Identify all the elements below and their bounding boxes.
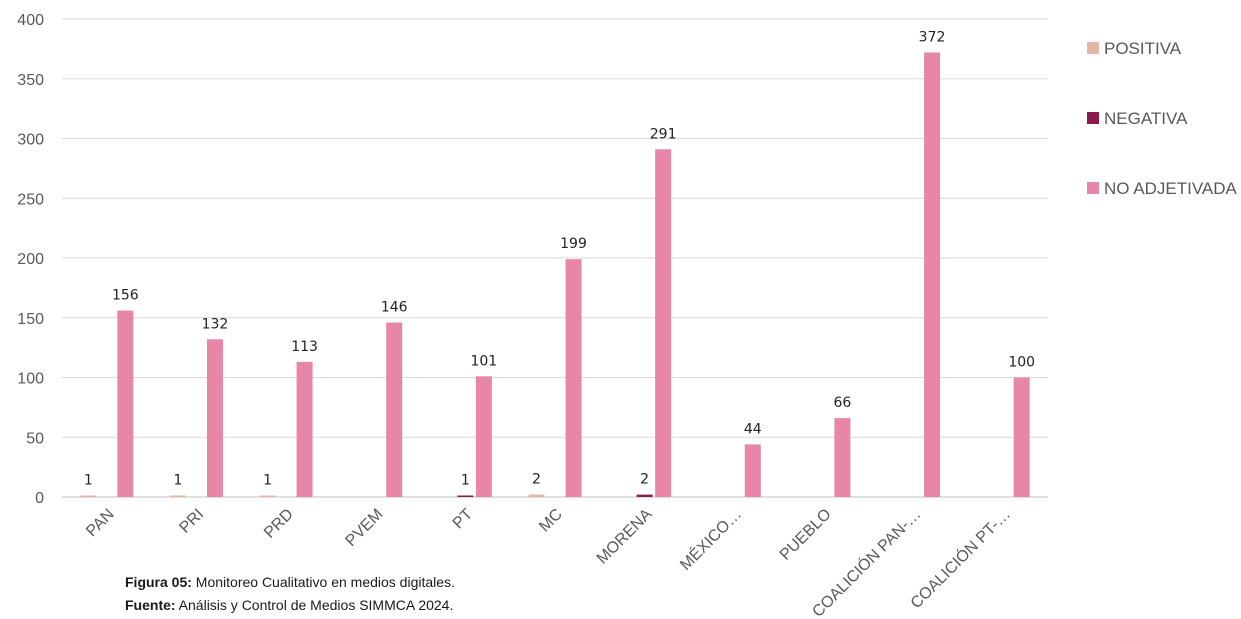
- data-label: 1: [263, 473, 272, 489]
- legend-swatch: [1087, 42, 1099, 54]
- data-label: 1: [173, 473, 182, 489]
- legend-swatch: [1087, 112, 1099, 124]
- source-text: Análisis y Control de Medios SIMMCA 2024…: [176, 597, 454, 613]
- data-label: 1: [461, 473, 470, 489]
- bar: [834, 418, 850, 497]
- data-label: 372: [919, 29, 946, 45]
- figure-caption: Figura 05: Monitoreo Cualitativo en medi…: [125, 574, 455, 590]
- y-tick-label: 300: [17, 132, 44, 149]
- bar: [117, 311, 133, 497]
- x-tick-label: PT: [450, 506, 477, 533]
- x-tick-label: MC: [536, 506, 566, 536]
- figure-label: Figura 05:: [125, 574, 192, 590]
- x-tick-label: MÉXICO…: [676, 504, 745, 573]
- x-tick-label: PUEBLO: [777, 506, 835, 564]
- data-label: 199: [560, 236, 587, 252]
- y-tick-label: 150: [17, 311, 44, 328]
- data-label: 1: [84, 473, 93, 489]
- data-label: 100: [1008, 355, 1035, 371]
- bar: [170, 496, 186, 498]
- data-label: 2: [640, 472, 649, 488]
- y-tick-label: 100: [17, 371, 44, 388]
- x-tick-label: PRI: [176, 506, 207, 537]
- legend-swatch: [1087, 182, 1099, 194]
- bar: [566, 259, 582, 497]
- bar: [386, 323, 402, 497]
- data-label: 291: [650, 126, 677, 142]
- x-tick-label: PVEM: [342, 506, 386, 550]
- data-label: 132: [202, 316, 229, 332]
- data-labels: 1 156 1 132 1 113 146 1 101 2 199 2 291 44 66 372 100: [84, 29, 1035, 488]
- y-tick-label: 400: [17, 12, 44, 29]
- bar: [924, 52, 940, 497]
- y-tick-label: 200: [17, 251, 44, 268]
- x-tick-label: PRD: [261, 506, 297, 542]
- source-caption: Fuente: Análisis y Control de Medios SIM…: [125, 597, 453, 613]
- bar: [457, 496, 473, 498]
- bar: [260, 496, 276, 498]
- bar: [529, 495, 545, 497]
- legend-label: NEGATIVA: [1104, 109, 1188, 128]
- y-tick-label: 250: [17, 191, 44, 208]
- x-tick-label: PAN: [83, 506, 117, 540]
- bars: [80, 52, 1029, 497]
- data-label: 156: [112, 288, 139, 304]
- data-label: 146: [381, 300, 408, 316]
- data-label: 66: [833, 395, 851, 411]
- bar: [1014, 378, 1030, 498]
- figure-text: Monitoreo Cualitativo en medios digitale…: [192, 574, 455, 590]
- bar: [637, 495, 653, 497]
- legend: POSITIVA NEGATIVA NO ADJETIVADA: [1087, 39, 1238, 198]
- data-label: 2: [532, 472, 541, 488]
- y-tick-label: 350: [17, 72, 44, 89]
- legend-label: POSITIVA: [1104, 39, 1182, 58]
- legend-label: NO ADJETIVADA: [1104, 179, 1238, 198]
- bar: [476, 376, 492, 497]
- bar: [655, 149, 671, 497]
- bar: [207, 339, 223, 497]
- y-tick-label: 50: [26, 430, 44, 447]
- bar: [297, 362, 313, 497]
- data-label: 101: [470, 353, 497, 369]
- y-axis-ticks: 0 50 100 150 200 250 300 350 400: [17, 12, 44, 507]
- x-tick-label: COALICIÓN PT-…: [906, 504, 1014, 612]
- bar: [745, 444, 761, 497]
- data-label: 44: [744, 421, 762, 437]
- source-label: Fuente:: [125, 597, 176, 613]
- y-tick-label: 0: [35, 490, 44, 507]
- bar: [80, 496, 96, 498]
- data-label: 113: [291, 339, 318, 355]
- x-tick-label: MORENA: [594, 506, 656, 568]
